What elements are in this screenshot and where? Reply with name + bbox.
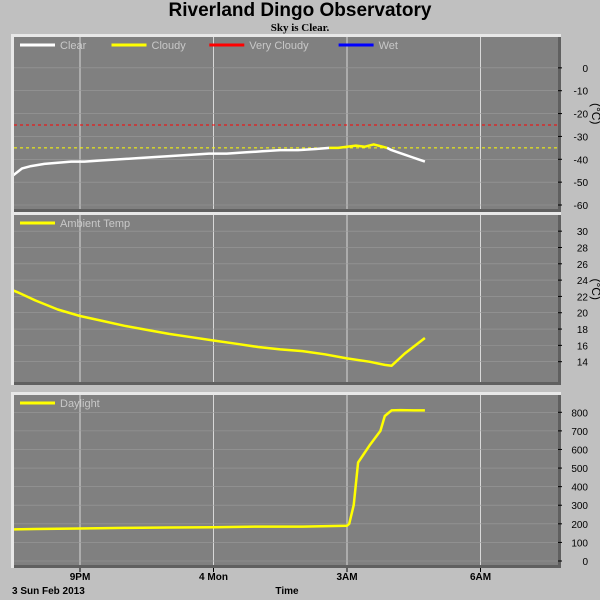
y-tick-label: 500	[571, 464, 588, 475]
y-tick-label: 16	[577, 341, 589, 352]
legend-label: Very Cloudy	[249, 40, 309, 52]
plot-area	[14, 215, 558, 382]
series-line-clear	[386, 146, 426, 163]
x-axis-label: Time	[275, 586, 299, 597]
plot-area	[14, 395, 558, 565]
sky-status: Sky is Clear.	[270, 22, 330, 34]
footer-date: 3 Sun Feb 2013	[12, 586, 85, 597]
chart-panel-2: 30 28 26 24 22 20 18 16 14 (°C) Ambient Temp	[11, 212, 600, 385]
y-tick-label: 22	[577, 292, 589, 303]
legend-label: Cloudy	[152, 40, 187, 52]
chart-title: Riverland Dingo Observatory	[168, 0, 432, 21]
y-tick-label: 0	[582, 64, 588, 75]
y-tick-label: 200	[571, 520, 588, 531]
y-tick-label: -60	[574, 201, 589, 212]
y-tick-label: 600	[571, 445, 588, 456]
x-tick-label: 4 Mon	[199, 572, 228, 583]
y-tick-label: -30	[574, 132, 589, 143]
y-tick-label: 26	[577, 260, 589, 271]
y-tick-label: -10	[574, 87, 589, 98]
y-tick-label: 300	[571, 501, 588, 512]
y-axis-label: (°C)	[589, 279, 600, 300]
chart-panel-3: 800 700 600 500 400 300 200 100 0 Daylight	[11, 392, 588, 568]
y-tick-label: 20	[577, 309, 589, 320]
y-tick-label: 400	[571, 483, 588, 494]
x-tick-label: 9PM	[70, 572, 91, 583]
y-tick-label: 24	[577, 276, 589, 287]
y-tick-label: -20	[574, 110, 589, 121]
y-tick-label: 800	[571, 408, 588, 419]
legend-label: Daylight	[60, 398, 100, 410]
legend-label: Wet	[379, 40, 398, 52]
plot-area	[14, 37, 558, 209]
y-tick-label: 18	[577, 325, 589, 336]
chart-panel-1: 0 -10 -20 -30 -40 -50 -60 (°C) Clear Cloudy Very C…	[11, 34, 600, 212]
x-tick-label: 3AM	[336, 572, 357, 583]
series-line-daylight	[14, 408, 425, 531]
legend-label: Ambient Temp	[60, 218, 130, 230]
series-line-clear	[14, 146, 330, 177]
y-tick-label: 14	[577, 358, 589, 369]
y-tick-label: 100	[571, 538, 588, 549]
legend-label: Clear	[60, 40, 87, 52]
series-line-ambient-temp	[14, 289, 426, 368]
x-tick-label: 6AM	[470, 572, 491, 583]
y-tick-label: 0	[582, 557, 588, 568]
y-tick-label: 28	[577, 243, 589, 254]
y-tick-label: -50	[574, 178, 589, 189]
y-tick-label: -40	[574, 155, 589, 166]
y-tick-label: 30	[577, 227, 589, 238]
series-line-cloudy	[329, 143, 388, 150]
y-tick-label: 700	[571, 427, 588, 438]
y-axis-label: (°C)	[589, 103, 600, 124]
